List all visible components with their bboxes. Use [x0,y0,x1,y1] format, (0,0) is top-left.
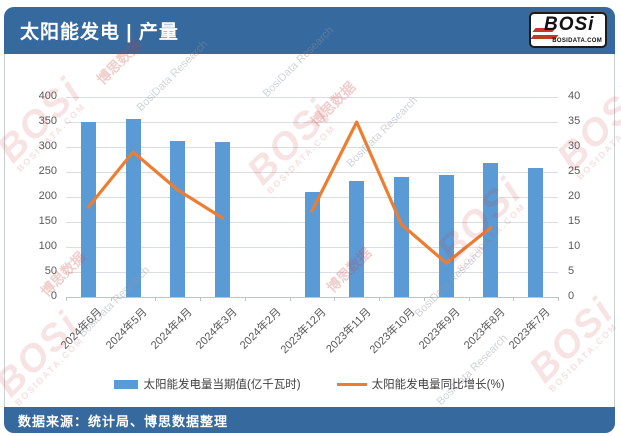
x-tick-mark [468,297,470,301]
chart-area: 0 50 100 150 200 250 300 350 400 0 5 10 15 20 25 30 35 40… [5,54,614,409]
y-tick-left: 150 [38,215,57,227]
x-tick-mark [379,297,381,301]
x-tick-label: 2024年3月 [193,306,240,352]
trend-line-layer [86,120,493,265]
y-tick-left: 250 [38,165,57,177]
logo-text: BOSi [544,14,595,35]
legend-bar-label: 太阳能发电量当期值(亿千瓦时) [143,379,301,391]
x-tick-mark [66,297,67,301]
bar [528,168,544,297]
y-tick-right: 25 [568,165,581,177]
y-tick-right: 30 [568,140,581,152]
y-tick-left: 0 [50,290,57,302]
x-tick-label: 2023年7月 [506,306,553,352]
x-tick-label: 2023年12月 [278,306,329,357]
grid-line [66,122,558,123]
y-tick-right: 5 [568,265,575,277]
grid-line [66,297,558,298]
data-source: 数据来源：统计局、博思数据整理 [18,413,229,429]
legend-bar-swatch-icon [114,379,139,389]
trend-line [310,120,493,265]
report-card: 太阳能发电 | 产量 BOSi BOSIDATA.COM 0 50 100 150 20… [0,7,621,433]
y-tick-right: 20 [568,190,581,202]
bar [349,180,365,297]
legend-line-swatch-icon [336,382,367,386]
legend-item-bar: 太阳能发电量当期值(亿千瓦时) [114,376,301,392]
x-tick-mark [110,297,112,301]
bar [125,118,141,297]
bosi-logo: BOSi BOSIDATA.COM [529,12,607,48]
x-tick-label: 2023年9月 [417,306,463,352]
y-tick-left: 200 [38,190,57,202]
trend-line [86,150,225,220]
bar [80,121,96,297]
logo-subtext: BOSIDATA.COM [552,38,602,44]
grid-line [66,147,558,148]
x-tick-mark [513,297,515,301]
x-tick-mark [244,297,246,301]
bar [438,175,454,297]
page-title: 太阳能发电 | 产量 [20,22,179,43]
bar [170,140,186,297]
x-tick-mark [155,297,157,301]
bar [483,163,499,297]
bar [304,192,320,297]
header-bar: 太阳能发电 | 产量 BOSi BOSIDATA.COM [4,7,615,54]
y-tick-right: 0 [568,290,575,302]
y-tick-right: 10 [568,240,581,252]
y-tick-right: 35 [568,115,581,127]
x-tick-mark [334,297,336,301]
grid-line [66,97,558,98]
x-tick-label: 2023年10月 [368,306,419,357]
y-tick-left: 100 [38,240,57,252]
x-tick-label: 2023年11月 [323,306,374,356]
legend-line-label: 太阳能发电量同比增长(%) [371,379,505,391]
x-tick-mark [200,297,202,301]
y-tick-left: 400 [38,90,57,102]
y-tick-right: 40 [568,90,581,102]
y-tick-left: 350 [38,115,57,127]
legend-item-line: 太阳能发电量同比增长(%) [336,376,505,392]
x-tick-label: 2024年4月 [148,306,195,352]
x-tick-mark [558,297,559,301]
x-tick-label: 2024年6月 [59,306,105,352]
x-tick-mark [423,297,425,301]
y-tick-left: 50 [44,265,57,277]
x-tick-label: 2023年8月 [461,306,508,352]
footer-bar: 数据来源：统计局、博思数据整理 [4,407,615,433]
legend: 太阳能发电量当期值(亿千瓦时) 太阳能发电量同比增长(%) [5,376,614,392]
grid-line [66,172,558,173]
bar [393,176,409,297]
y-tick-right: 15 [568,215,581,227]
x-tick-label: 2024年5月 [104,306,150,352]
x-tick-mark [289,297,291,301]
y-tick-left: 300 [38,140,57,152]
